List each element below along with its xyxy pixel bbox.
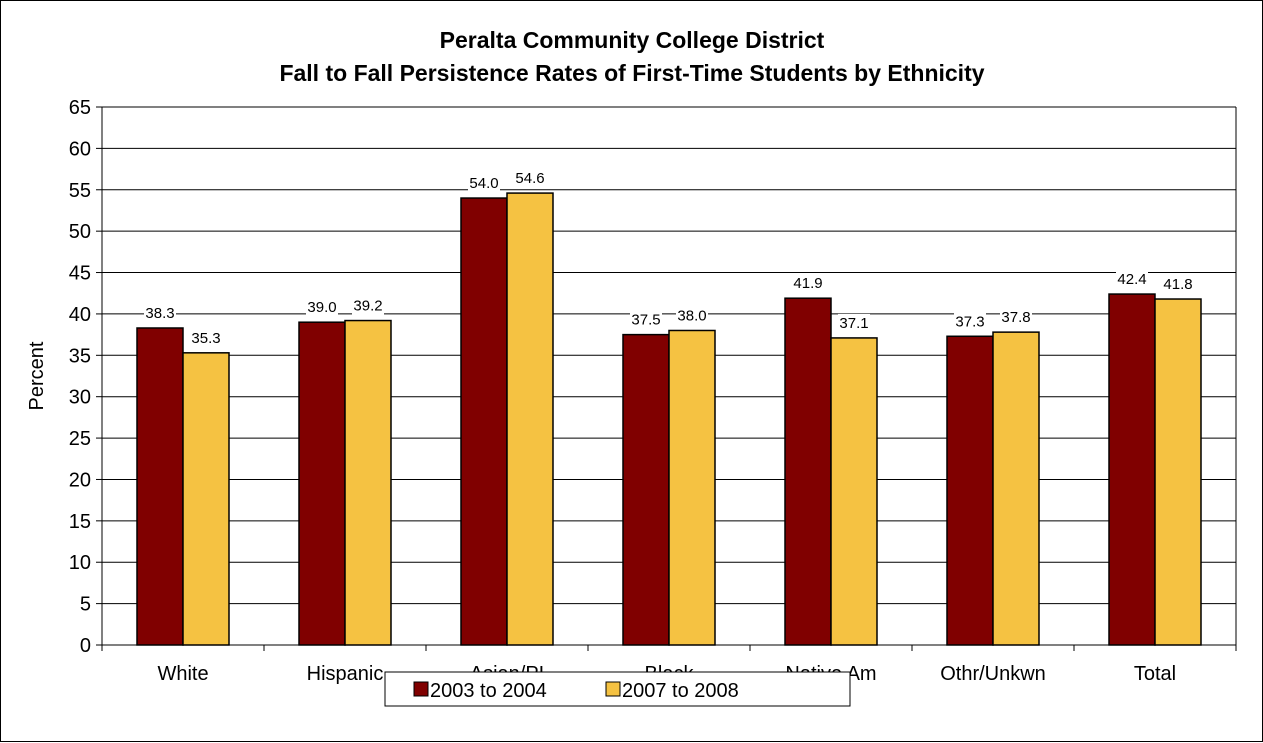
x-tick-label: White (157, 663, 208, 685)
data-label-bg (838, 313, 870, 332)
data-label-bg (190, 328, 222, 347)
data-label: 42.4 (1117, 271, 1146, 288)
legend-label: 2007 to 2008 (622, 680, 739, 702)
data-label: 39.2 (353, 298, 382, 315)
y-tick-label: 50 (69, 221, 91, 243)
x-tick-label: Total (1134, 663, 1176, 685)
data-label: 39.0 (307, 299, 336, 316)
data-label-bg (792, 274, 824, 293)
y-tick-label: 35 (69, 345, 91, 367)
bar (460, 197, 508, 646)
y-tick-label: 20 (69, 469, 91, 491)
y-tick-label: 40 (69, 304, 91, 326)
chart-title: Peralta Community College District (440, 27, 825, 53)
x-tick-label: Othr/Unkwn (940, 663, 1046, 685)
bar (668, 329, 716, 646)
y-tick-label: 5 (80, 594, 91, 616)
data-label: 38.3 (145, 305, 174, 322)
data-label-bg (1116, 270, 1148, 289)
bar (506, 192, 554, 646)
data-label-bg (144, 303, 176, 322)
y-tick-label: 30 (69, 387, 91, 409)
data-label-bg (468, 174, 500, 193)
data-label: 54.6 (515, 170, 544, 187)
y-tick-label: 60 (69, 138, 91, 160)
bar (784, 297, 832, 646)
data-label: 41.8 (1163, 276, 1192, 293)
bar (344, 319, 392, 646)
data-label: 37.3 (955, 313, 984, 330)
data-label-bg (1000, 308, 1032, 327)
data-label-bg (514, 169, 546, 188)
data-label: 37.5 (631, 312, 660, 329)
data-label-bg (676, 306, 708, 325)
bar (136, 327, 184, 646)
data-label-bg (630, 310, 662, 329)
y-tick-label: 25 (69, 428, 91, 450)
legend-swatch (413, 681, 429, 697)
bar (182, 352, 230, 646)
y-tick-label: 45 (69, 263, 91, 285)
data-label-bg (306, 298, 338, 317)
bar (622, 333, 670, 646)
data-label: 38.0 (677, 307, 706, 324)
data-label: 37.1 (839, 315, 868, 332)
y-tick-label: 0 (80, 635, 91, 657)
data-label: 54.0 (469, 175, 498, 192)
data-label-bg (1162, 275, 1194, 294)
y-tick-label: 55 (69, 180, 91, 202)
y-tick-label: 65 (69, 97, 91, 119)
bar (1108, 293, 1156, 646)
bar (830, 337, 878, 646)
y-tick-label: 15 (69, 511, 91, 533)
bar (1154, 298, 1202, 646)
legend-swatch (605, 681, 621, 697)
bar (298, 321, 346, 646)
y-tick-label: 10 (69, 552, 91, 574)
legend-label: 2003 to 2004 (430, 680, 547, 702)
data-label-bg (954, 312, 986, 331)
chart-subtitle: Fall to Fall Persistence Rates of First-… (279, 60, 984, 86)
y-axis-label: Percent (26, 341, 48, 410)
data-label: 35.3 (191, 330, 220, 347)
plot-area: 0 5 10 15 20 25 30 35 40 45 50 55 60 65 38.3 35.3 White 3… (69, 97, 1237, 685)
x-tick-label: Hispanic (307, 663, 384, 685)
legend: 2003 to 2004 2007 to 2008 (384, 671, 851, 707)
data-label: 37.8 (1001, 309, 1030, 326)
bar (992, 331, 1040, 646)
data-label-bg (352, 296, 384, 315)
bar (946, 335, 994, 646)
data-label: 41.9 (793, 275, 822, 292)
